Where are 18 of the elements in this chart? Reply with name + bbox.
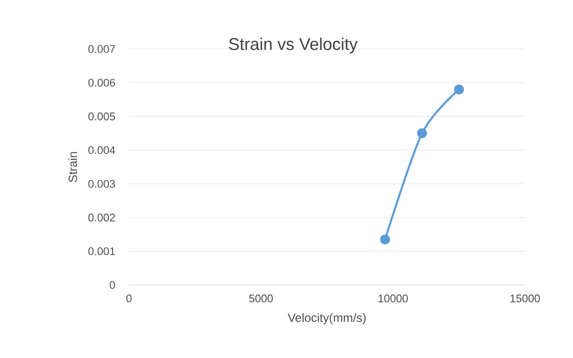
y-tick-label: 0.002	[88, 214, 115, 222]
x-tick-label: 10000	[378, 294, 408, 302]
x-tick-label: 15000	[510, 294, 540, 302]
x-tick-label: 5000	[249, 294, 273, 302]
chart-title: Strain vs Velocity	[229, 38, 358, 54]
y-tick-label: 0.005	[88, 112, 115, 120]
y-tick-label: 0.006	[88, 78, 115, 87]
y-tick-label: 0.007	[88, 45, 115, 53]
point	[417, 128, 428, 138]
point	[454, 84, 464, 94]
x-axis-title: Velocity(mm/s)	[288, 313, 366, 324]
y-tick-label: 0.004	[88, 146, 116, 154]
y-axis-title: Strain	[68, 152, 78, 182]
y-tick-label: 0.001	[88, 247, 115, 256]
y-tick-label: 0.003	[88, 180, 115, 188]
y-tick-label: 0	[110, 281, 116, 289]
point	[380, 234, 390, 244]
x-tick-label: 0	[126, 294, 132, 302]
